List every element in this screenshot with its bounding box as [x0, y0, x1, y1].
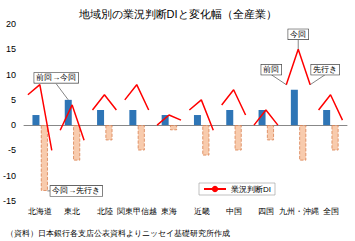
svg-text:5: 5 [11, 95, 16, 105]
svg-text:業況判断DI: 業況判断DI [231, 185, 271, 194]
svg-text:近畿: 近畿 [194, 207, 210, 216]
svg-text:全国: 全国 [323, 207, 339, 216]
svg-text:九州・沖縄: 九州・沖縄 [279, 207, 319, 216]
svg-text:関東甲信越: 関東甲信越 [117, 207, 157, 216]
svg-text:-15: -15 [3, 196, 16, 206]
svg-text:-5: -5 [8, 145, 16, 155]
svg-text:今回: 今回 [290, 30, 306, 39]
svg-text:（資料）日本銀行各支店公表資料よりニッセイ基礎研究所作成: （資料）日本銀行各支店公表資料よりニッセイ基礎研究所作成 [6, 229, 230, 238]
svg-text:四国: 四国 [258, 207, 274, 216]
svg-text:前回→今回: 前回→今回 [36, 73, 76, 82]
svg-text:0: 0 [11, 120, 16, 130]
svg-text:北陸: 北陸 [97, 207, 113, 216]
svg-text:20: 20 [6, 19, 16, 29]
svg-text:北海道: 北海道 [28, 207, 52, 216]
svg-text:東海: 東海 [161, 207, 177, 216]
svg-text:15: 15 [6, 44, 16, 54]
svg-text:東北: 東北 [64, 207, 80, 216]
svg-text:-10: -10 [3, 171, 16, 181]
svg-text:地域別の業況判断DIと変化幅（全産業）: 地域別の業況判断DIと変化幅（全産業） [78, 8, 277, 20]
svg-text:今回→先行き: 今回→先行き [52, 186, 100, 195]
svg-text:10: 10 [6, 70, 16, 80]
svg-text:前回: 前回 [263, 65, 279, 74]
svg-text:先行き: 先行き [313, 65, 337, 74]
svg-text:中国: 中国 [226, 207, 242, 216]
